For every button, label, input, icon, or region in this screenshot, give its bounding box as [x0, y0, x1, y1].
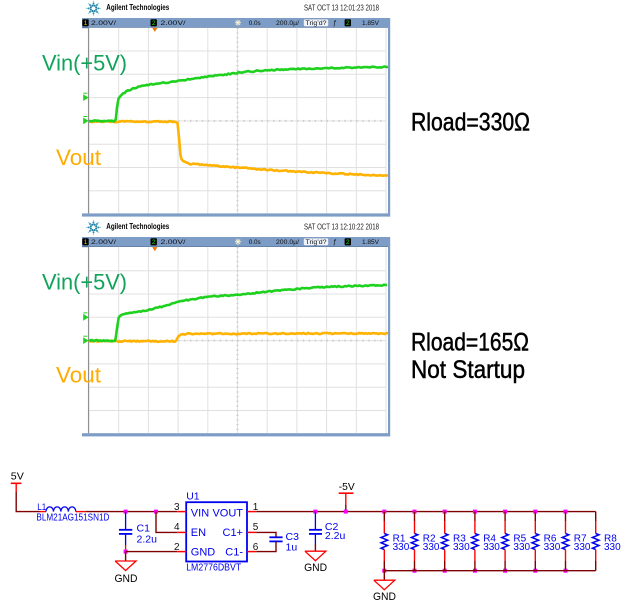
svg-text:GND: GND [191, 547, 216, 559]
svg-text:330: 330 [604, 542, 621, 553]
svg-text:Agilent Technologies: Agilent Technologies [106, 222, 169, 231]
svg-text:2: 2 [152, 20, 156, 27]
svg-text:200.0µ/: 200.0µ/ [276, 239, 299, 246]
svg-text:R1: R1 [393, 533, 406, 544]
svg-text:4: 4 [174, 522, 180, 533]
svg-text:Rload=165Ω: Rload=165Ω [411, 329, 529, 357]
svg-text:Vin(+5V): Vin(+5V) [42, 270, 127, 295]
svg-text:2.00V/: 2.00V/ [161, 239, 186, 246]
svg-text:2.00V/: 2.00V/ [91, 20, 116, 27]
svg-text:1.85V: 1.85V [362, 20, 380, 27]
svg-text:2.2u: 2.2u [325, 530, 346, 542]
svg-text:VIN: VIN [191, 507, 209, 519]
svg-text:R5: R5 [513, 533, 526, 544]
svg-text:BLM21AG151SN1D: BLM21AG151SN1D [36, 513, 109, 524]
svg-text:1: 1 [84, 239, 88, 246]
svg-text:0.0s: 0.0s [249, 239, 262, 246]
svg-text:LM2776DBVT: LM2776DBVT [186, 562, 241, 574]
svg-text:C3: C3 [286, 531, 300, 543]
svg-text:R7: R7 [574, 533, 587, 544]
svg-text:330: 330 [544, 542, 561, 553]
svg-text:Agilent Technologies: Agilent Technologies [106, 3, 169, 12]
svg-text:C1-: C1- [225, 547, 243, 559]
svg-text:R6: R6 [544, 533, 557, 544]
svg-text:VOUT: VOUT [212, 507, 243, 519]
svg-text:R8: R8 [604, 533, 617, 544]
svg-text:330: 330 [574, 542, 591, 553]
svg-text:Rload=330Ω: Rload=330Ω [411, 109, 530, 137]
svg-text:R2: R2 [423, 533, 436, 544]
svg-text:SAT OCT 13 12:10:22 2018: SAT OCT 13 12:10:22 2018 [304, 222, 379, 232]
svg-text:U1: U1 [186, 491, 200, 503]
svg-text:C1+: C1+ [223, 527, 244, 539]
svg-text:2.00V/: 2.00V/ [91, 239, 116, 246]
svg-text:3: 3 [174, 502, 180, 513]
svg-text:C1: C1 [137, 523, 151, 535]
svg-text:330: 330 [513, 542, 530, 553]
svg-text:Trig’d?: Trig’d? [306, 20, 328, 27]
svg-text:2.00V/: 2.00V/ [161, 20, 186, 27]
svg-text:1.85V: 1.85V [362, 239, 380, 246]
svg-text:SAT OCT 13 12:01:23 2018: SAT OCT 13 12:01:23 2018 [304, 3, 379, 13]
svg-text:Trig’d?: Trig’d? [306, 239, 328, 246]
svg-text:Vin(+5V): Vin(+5V) [42, 51, 127, 76]
svg-text:2: 2 [346, 239, 350, 246]
svg-text:Not Startup: Not Startup [411, 356, 525, 384]
svg-text:2.2u: 2.2u [137, 534, 158, 546]
svg-text:GND: GND [115, 573, 138, 585]
svg-text:C2: C2 [325, 521, 339, 533]
svg-text:200.0µ/: 200.0µ/ [276, 20, 299, 27]
svg-text:2: 2 [152, 239, 156, 246]
svg-text:2: 2 [346, 20, 350, 27]
svg-text:ƒ: ƒ [333, 20, 337, 27]
svg-text:6: 6 [253, 542, 259, 553]
svg-text:Vout: Vout [56, 145, 101, 170]
svg-text:2: 2 [174, 542, 180, 553]
svg-text:5V: 5V [11, 470, 24, 482]
svg-text:1: 1 [84, 20, 88, 27]
svg-text:330: 330 [393, 542, 410, 553]
svg-text:1u: 1u [286, 542, 298, 554]
svg-text:GND: GND [304, 562, 327, 574]
svg-text:EN: EN [191, 527, 206, 539]
svg-text:GND: GND [373, 591, 396, 603]
svg-text:L1: L1 [37, 502, 46, 513]
svg-text:330: 330 [453, 542, 470, 553]
svg-text:-5V: -5V [339, 481, 355, 493]
svg-text:330: 330 [483, 542, 500, 553]
svg-text:R4: R4 [483, 533, 496, 544]
svg-text:1: 1 [253, 502, 259, 513]
svg-text:ƒ: ƒ [333, 239, 337, 246]
svg-text:0.0s: 0.0s [249, 20, 262, 27]
svg-text:5: 5 [253, 522, 259, 533]
svg-text:R3: R3 [453, 533, 466, 544]
svg-text:330: 330 [423, 542, 440, 553]
svg-text:Vout: Vout [56, 363, 101, 388]
